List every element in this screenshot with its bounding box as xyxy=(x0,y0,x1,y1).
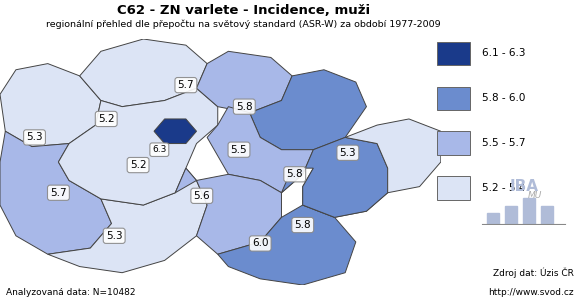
FancyBboxPatch shape xyxy=(437,86,470,110)
Polygon shape xyxy=(59,88,218,205)
Text: 5.5 - 5.7: 5.5 - 5.7 xyxy=(482,138,525,148)
Text: http://www.svod.cz: http://www.svod.cz xyxy=(488,288,574,297)
FancyBboxPatch shape xyxy=(541,206,553,225)
Polygon shape xyxy=(281,137,387,217)
Text: 6.0: 6.0 xyxy=(252,238,269,248)
Polygon shape xyxy=(345,119,441,193)
Polygon shape xyxy=(303,156,387,217)
Text: C62 - ZN varlete - Incidence, muži: C62 - ZN varlete - Incidence, muži xyxy=(117,4,370,17)
Text: 5.7: 5.7 xyxy=(50,188,67,198)
Text: 5.2: 5.2 xyxy=(98,114,114,124)
Text: 5.8: 5.8 xyxy=(236,102,253,112)
Text: 5.2 - 5.4: 5.2 - 5.4 xyxy=(482,183,525,193)
Text: 5.8: 5.8 xyxy=(295,220,311,230)
Text: 5.3: 5.3 xyxy=(26,132,43,142)
Polygon shape xyxy=(0,64,101,147)
Text: 5.8: 5.8 xyxy=(287,169,303,179)
Polygon shape xyxy=(0,131,111,254)
Text: Zdroj dat: Úzis ČR: Zdroj dat: Úzis ČR xyxy=(494,267,574,278)
Text: Analyzovaná data: N=10482: Analyzovaná data: N=10482 xyxy=(6,288,135,297)
FancyBboxPatch shape xyxy=(437,42,470,65)
FancyBboxPatch shape xyxy=(523,198,535,225)
Polygon shape xyxy=(207,106,313,193)
Text: 5.3: 5.3 xyxy=(339,148,356,158)
Text: IBA: IBA xyxy=(510,179,539,194)
Text: 5.6: 5.6 xyxy=(194,191,210,201)
Polygon shape xyxy=(197,51,292,113)
Polygon shape xyxy=(79,39,207,106)
Polygon shape xyxy=(218,205,356,285)
FancyBboxPatch shape xyxy=(437,176,470,200)
Text: 6.3: 6.3 xyxy=(152,145,166,154)
Text: 5.3: 5.3 xyxy=(106,231,122,241)
Text: MU: MU xyxy=(528,191,542,200)
Polygon shape xyxy=(154,119,197,143)
Text: 5.8 - 6.0: 5.8 - 6.0 xyxy=(482,93,525,103)
Text: 6.1 - 6.3: 6.1 - 6.3 xyxy=(482,48,525,59)
Text: 5.5: 5.5 xyxy=(231,145,247,155)
Text: regionální přehled dle přepočtu na světový standard (ASR-W) za období 1977-2009: regionální přehled dle přepočtu na světo… xyxy=(46,20,441,29)
FancyBboxPatch shape xyxy=(505,206,517,225)
Text: 5.7: 5.7 xyxy=(177,80,194,90)
FancyBboxPatch shape xyxy=(487,213,499,225)
FancyBboxPatch shape xyxy=(437,131,470,155)
Text: 5.2: 5.2 xyxy=(130,160,146,170)
Polygon shape xyxy=(175,168,281,254)
Polygon shape xyxy=(249,70,367,150)
Polygon shape xyxy=(48,168,207,273)
